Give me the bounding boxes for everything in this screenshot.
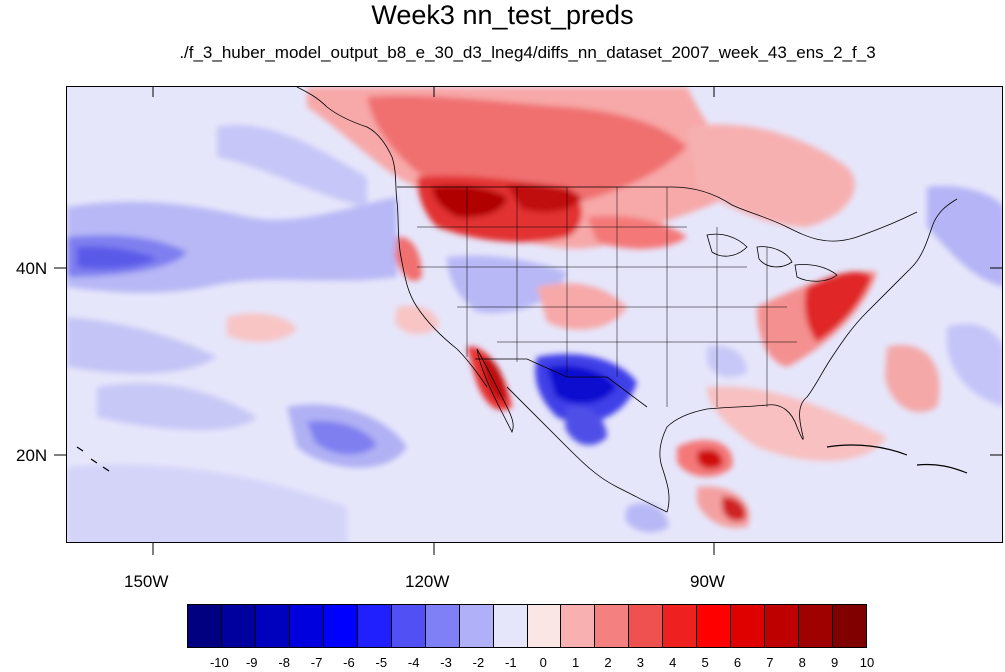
colorbar-label: -1 xyxy=(505,655,517,670)
colorbar-label: 2 xyxy=(604,655,612,670)
colorbar-cell xyxy=(323,605,358,647)
colorbar-cell xyxy=(255,605,290,647)
colorbar-label: 0 xyxy=(539,655,547,670)
lon-label-120w: 120W xyxy=(405,572,450,591)
colorbar-label: 4 xyxy=(669,655,677,670)
colorbar-label: -10 xyxy=(209,655,229,670)
lon-label-90w: 90W xyxy=(690,572,725,591)
colorbar-label: -5 xyxy=(375,655,388,670)
colorbar-cell xyxy=(357,605,392,647)
colorbar-label: -2 xyxy=(472,655,485,670)
colorbar-label: 6 xyxy=(733,655,742,670)
difference-field xyxy=(67,87,1002,542)
colorbar-cell xyxy=(459,605,494,647)
lat-label-40n: 40N xyxy=(16,259,48,278)
plot-subtitle: ./f_3_huber_model_output_b8_e_30_d3_lneg… xyxy=(179,43,876,62)
colorbar-label: 8 xyxy=(798,655,806,670)
colorbar-label: 10 xyxy=(859,655,875,670)
colorbar-cell xyxy=(697,605,732,647)
colorbar-cell xyxy=(493,605,528,647)
colorbar-cell xyxy=(765,605,800,647)
colorbar-label: -3 xyxy=(440,655,452,670)
colorbar-label: 7 xyxy=(766,655,774,670)
colorbar-label: 9 xyxy=(830,655,839,670)
coastlines-and-borders xyxy=(76,87,968,513)
map-canvas xyxy=(67,87,1002,542)
colorbar-cell xyxy=(561,605,596,647)
colorbar-label: -9 xyxy=(245,655,258,670)
map-panel xyxy=(66,86,1003,543)
colorbar-label: 1 xyxy=(571,655,580,670)
colorbar-cell xyxy=(221,605,256,647)
colorbar-label: 5 xyxy=(701,655,709,670)
colorbar-cell xyxy=(188,605,222,647)
colorbar xyxy=(187,604,867,648)
colorbar-cell xyxy=(289,605,324,647)
lat-label-20n: 20N xyxy=(16,446,48,465)
colorbar-label: -4 xyxy=(407,655,420,670)
colorbar-cell xyxy=(527,605,562,647)
colorbar-cell xyxy=(595,605,630,647)
colorbar-cell xyxy=(731,605,766,647)
colorbar-cell xyxy=(629,605,664,647)
colorbar-label: 3 xyxy=(636,655,644,670)
colorbar-cell xyxy=(391,605,426,647)
colorbar-label: -8 xyxy=(278,655,290,670)
lon-label-150w: 150W xyxy=(124,572,169,591)
colorbar-cell xyxy=(663,605,698,647)
plot-title: Week3 nn_test_preds xyxy=(371,0,634,30)
colorbar-label: -6 xyxy=(343,655,355,670)
colorbar-cell xyxy=(799,605,834,647)
colorbar-cell xyxy=(425,605,460,647)
colorbar-label: -7 xyxy=(310,655,323,670)
colorbar-cell xyxy=(833,605,867,647)
